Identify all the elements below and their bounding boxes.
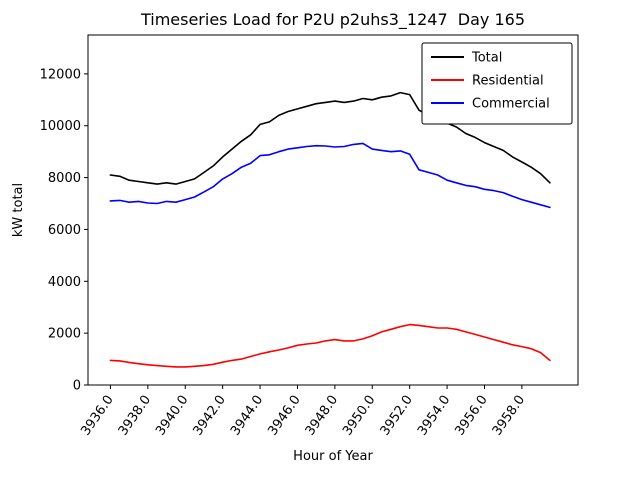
- chart-title: Timeseries Load for P2U p2uhs3_1247 Day …: [140, 10, 525, 30]
- y-tick-label: 12000: [40, 67, 81, 82]
- legend-label-residential: Residential: [472, 74, 544, 89]
- legend-label-total: Total: [471, 51, 502, 66]
- legend-label-commercial: Commercial: [472, 97, 550, 112]
- series-lines: [109, 91, 551, 368]
- y-tick-label: 2000: [48, 327, 81, 342]
- series-line-commercial: [109, 142, 551, 209]
- series-line-total: [109, 91, 551, 185]
- series-line-residential: [109, 323, 551, 368]
- x-axis-label: Hour of Year: [293, 449, 373, 464]
- y-tick-label: 8000: [48, 171, 81, 186]
- legend: Total Residential Commercial: [421, 42, 573, 125]
- y-tick-label: 10000: [40, 119, 81, 134]
- y-axis-label: kW total: [11, 183, 26, 237]
- y-tick-label: 4000: [48, 275, 81, 290]
- y-tick-label: 6000: [48, 223, 81, 238]
- y-axis-ticks: 0 2000 4000 6000 8000 10000 12000: [40, 67, 88, 394]
- y-tick-label: 0: [73, 379, 81, 394]
- plot-border: [87, 34, 579, 386]
